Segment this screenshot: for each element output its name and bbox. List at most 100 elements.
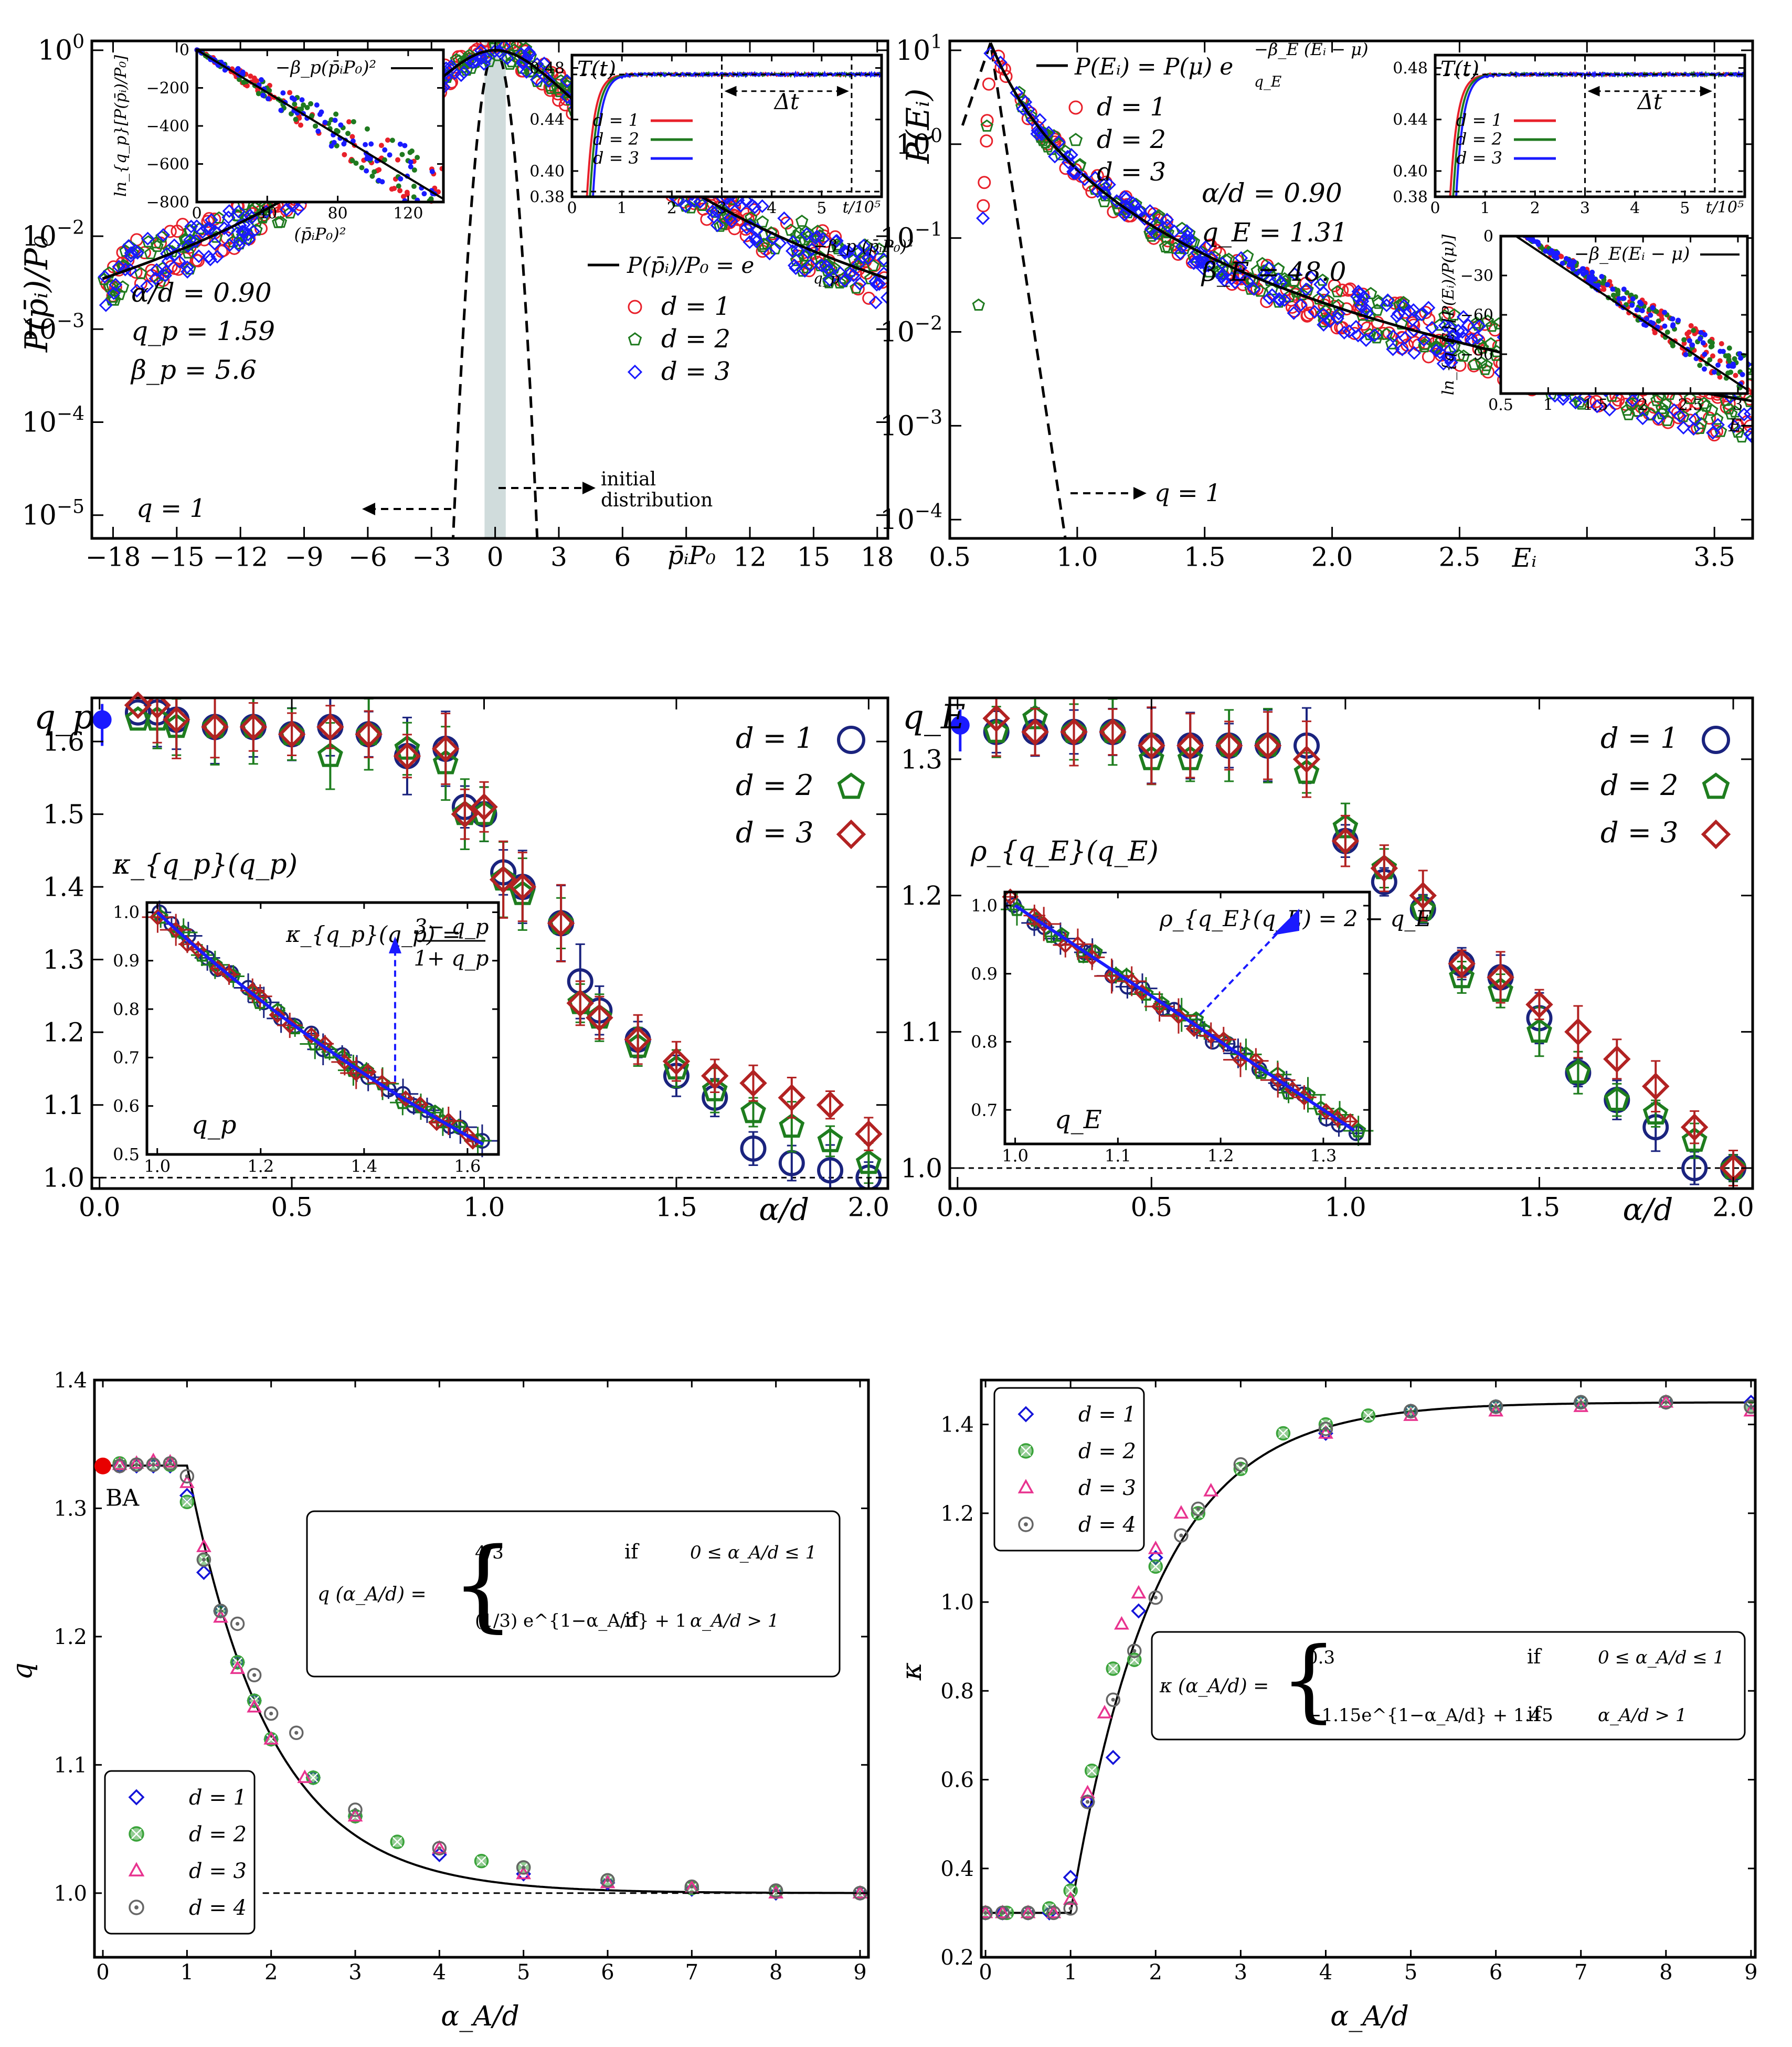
data-point — [251, 988, 269, 1005]
data-point-ring — [1659, 1395, 1673, 1410]
data-point — [146, 1457, 161, 1472]
data-point — [109, 278, 123, 292]
data-point — [1160, 218, 1175, 233]
data-point — [1693, 421, 1706, 434]
x-tick-label: 1 — [617, 199, 627, 218]
data-point — [1634, 307, 1640, 313]
data-point — [1706, 426, 1720, 440]
data-point — [338, 122, 344, 128]
data-point — [1688, 323, 1694, 328]
data-point-cross — [131, 1829, 142, 1839]
data-point — [359, 165, 365, 171]
data-point — [1650, 394, 1663, 406]
data-point — [628, 332, 642, 346]
data-point — [728, 222, 741, 236]
data-point — [202, 250, 216, 264]
data-point — [1702, 726, 1730, 754]
data-point — [1222, 252, 1235, 265]
q1-label: q = 1 — [136, 494, 206, 523]
data-point — [1145, 229, 1158, 242]
data-point — [415, 155, 420, 161]
legend-entry: d = 2 — [1097, 125, 1166, 154]
data-point — [200, 221, 214, 236]
data-point — [316, 713, 344, 741]
delta-t-arrowhead-right — [836, 86, 849, 97]
data-point — [1715, 362, 1721, 368]
data-point — [281, 1017, 299, 1034]
data-point — [274, 215, 288, 228]
data-point — [304, 104, 310, 110]
x-tick-label: 6 — [1489, 1960, 1502, 1985]
data-point-ring — [196, 1552, 211, 1567]
data-point — [112, 1459, 127, 1473]
x-tick-label: 6 — [601, 1960, 614, 1985]
data-point — [976, 211, 990, 225]
data-point — [259, 205, 273, 219]
inset-lnq-right: 0.5 1 1.5 2 2.5 3 0 −30 −60 −90 −β_E(Eᵢ − μ) ln_{q_… — [1439, 228, 1749, 436]
data-point — [408, 164, 413, 169]
data-point — [1610, 287, 1616, 292]
data-point — [1705, 404, 1719, 416]
data-point-ring — [289, 1725, 304, 1740]
data-point-dot — [252, 1673, 257, 1677]
data-point — [980, 134, 993, 148]
data-point-dot — [1494, 1405, 1498, 1409]
data-point-ring — [1318, 1422, 1333, 1436]
data-point — [1670, 316, 1676, 322]
x-tick-label: 3.5 — [1693, 542, 1735, 572]
x-tick-label: 3 — [348, 1960, 362, 1985]
data-point — [1260, 271, 1274, 285]
x-tick-label: 1 — [181, 1960, 194, 1985]
data-point — [163, 1456, 178, 1471]
x-tick-label: 4 — [767, 199, 777, 218]
data-point — [1590, 399, 1604, 413]
data-point — [299, 106, 304, 112]
data-point-ring — [263, 1706, 279, 1721]
data-point — [1148, 1590, 1163, 1605]
y-tick-label: 10−3 — [22, 310, 84, 345]
y-axis-label: q — [7, 1662, 38, 1680]
inset-title: κ_{q_p}(q_p) — [112, 849, 298, 881]
data-point — [844, 264, 857, 277]
data-point — [1017, 1479, 1034, 1493]
data-point — [263, 1732, 279, 1747]
data-point — [1581, 266, 1586, 272]
inset-xlabel: Eᵢ — [1728, 415, 1745, 436]
data-point-cross — [1021, 1446, 1031, 1456]
data-point-ring — [768, 1883, 783, 1898]
data-point — [342, 152, 347, 157]
data-point — [1318, 1417, 1333, 1432]
data-point — [1488, 1403, 1504, 1417]
delta-t-arrowhead-right — [1700, 86, 1712, 97]
y-tick-label: 1.4 — [940, 1413, 974, 1437]
plot-frame — [948, 39, 1754, 540]
y-tick-label: 100 — [896, 125, 942, 161]
inset-legend-entry: d = 2 — [1456, 129, 1502, 149]
inset-legend-entry: d = 3 — [1456, 148, 1502, 168]
data-point — [1254, 731, 1282, 760]
data-point — [1292, 745, 1321, 773]
y-tick-label: 1.3 — [54, 1497, 87, 1521]
data-point — [1568, 395, 1583, 410]
data-point — [1068, 133, 1083, 146]
data-point — [1392, 306, 1406, 321]
data-point — [348, 1802, 363, 1817]
data-point — [566, 989, 594, 1017]
data-point-ring — [129, 1457, 144, 1472]
y-tick-label: −800 — [146, 194, 189, 212]
data-point — [1261, 261, 1276, 275]
inset-title: T(t) — [577, 57, 616, 81]
data-point-ring — [213, 1604, 228, 1618]
data-point-ring — [1080, 1795, 1095, 1809]
data-point — [207, 237, 222, 251]
x-tick-label: 0 — [567, 199, 577, 218]
data-point-cross — [476, 1856, 486, 1866]
y-tick-label: 0 — [1483, 228, 1493, 246]
data-point — [1313, 277, 1328, 292]
y-tick-label: 0.6 — [940, 1768, 974, 1793]
data-point — [872, 277, 886, 291]
legend-fit-sub: q_p — [813, 270, 840, 287]
data-point — [739, 220, 754, 235]
y-tick-label: −200 — [146, 79, 189, 98]
y-tick-label: −60 — [1460, 306, 1493, 325]
